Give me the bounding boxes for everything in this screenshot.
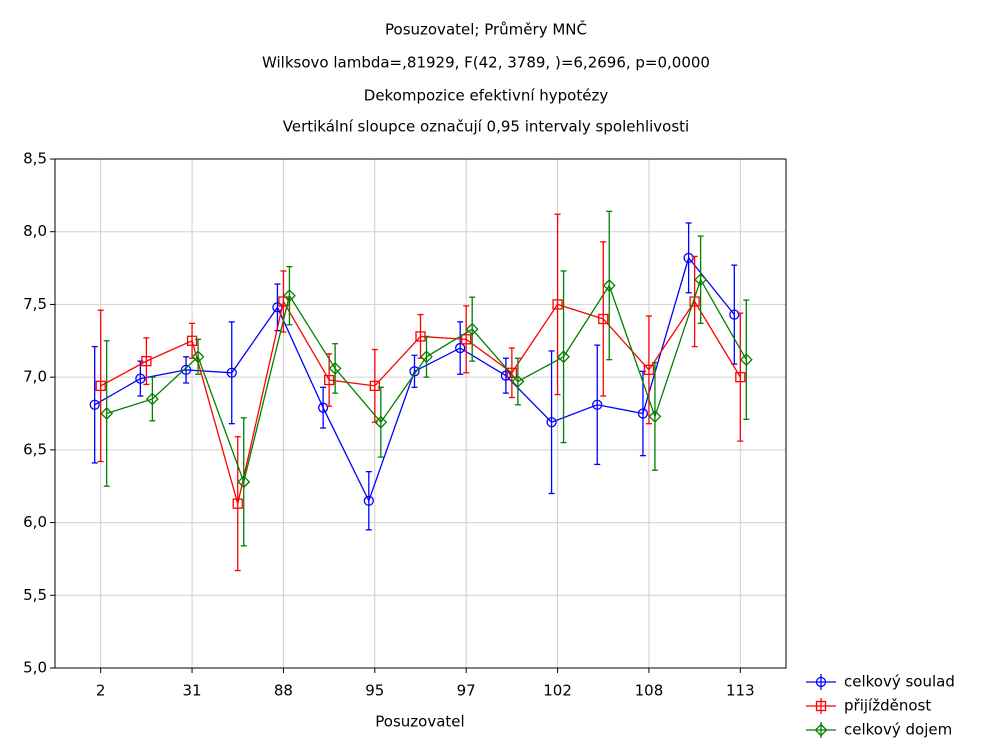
x-tick-label: 31 bbox=[183, 682, 202, 700]
chart-subtitle: Dekompozice efektivní hypotézy bbox=[364, 87, 609, 105]
legend-label: celkový soulad bbox=[844, 673, 955, 691]
y-tick-label: 7,0 bbox=[23, 368, 47, 386]
x-tick-label: 97 bbox=[457, 682, 476, 700]
x-axis-label: Posuzovatel bbox=[375, 713, 464, 731]
marker bbox=[739, 353, 753, 367]
marker bbox=[95, 380, 106, 392]
legend-marker bbox=[814, 723, 828, 737]
marker bbox=[180, 364, 192, 376]
marker bbox=[191, 350, 205, 364]
marker bbox=[592, 399, 603, 410]
marker bbox=[506, 367, 518, 378]
legend-marker bbox=[815, 700, 827, 712]
marker bbox=[420, 350, 433, 364]
marker bbox=[135, 373, 146, 384]
x-tick-label: 113 bbox=[726, 682, 755, 700]
marker bbox=[374, 415, 388, 429]
plot-frame bbox=[54, 158, 787, 669]
y-tick-label: 5,0 bbox=[23, 659, 47, 677]
legend-marker bbox=[815, 676, 827, 688]
marker bbox=[637, 408, 649, 419]
marker bbox=[232, 498, 243, 509]
legend-label: přijížděnost bbox=[844, 697, 931, 715]
y-tick-label: 6,0 bbox=[23, 513, 47, 531]
marker bbox=[323, 374, 335, 386]
marker bbox=[694, 273, 708, 287]
marker bbox=[552, 299, 563, 310]
x-tick-label: 88 bbox=[274, 682, 293, 700]
x-tick-label: 102 bbox=[543, 682, 572, 700]
marker bbox=[557, 350, 570, 364]
chart-subtitle: Wilksovo lambda=,81929, F(42, 3789, )=6,… bbox=[262, 54, 710, 72]
chart-subtitle: Vertikální sloupce označují 0,95 interva… bbox=[283, 118, 689, 136]
marker bbox=[363, 495, 374, 506]
marker bbox=[683, 252, 694, 264]
chart-title: Posuzovatel; Průměry MNČ bbox=[385, 20, 587, 39]
marker bbox=[328, 361, 342, 375]
marker bbox=[89, 399, 100, 410]
marker bbox=[100, 407, 114, 420]
x-tick-label: 108 bbox=[635, 682, 664, 700]
marker bbox=[461, 334, 472, 345]
y-tick-label: 8,0 bbox=[23, 222, 47, 240]
marker bbox=[226, 367, 237, 378]
plot-area bbox=[55, 159, 786, 668]
marker bbox=[643, 364, 655, 376]
marker bbox=[500, 370, 512, 381]
marker bbox=[186, 335, 198, 346]
marker bbox=[317, 402, 329, 413]
marker bbox=[409, 366, 420, 377]
x-tick-label: 95 bbox=[365, 682, 384, 700]
x-tick-label: 2 bbox=[96, 682, 106, 700]
legend-label: celkový dojem bbox=[844, 721, 952, 739]
marker bbox=[729, 309, 740, 320]
marker bbox=[511, 375, 525, 388]
marker bbox=[602, 279, 616, 292]
marker bbox=[369, 380, 380, 392]
marker bbox=[546, 417, 557, 428]
y-tick-label: 7,5 bbox=[23, 295, 47, 313]
y-tick-label: 8,5 bbox=[23, 150, 47, 168]
y-tick-label: 5,5 bbox=[23, 586, 47, 604]
marker bbox=[735, 371, 746, 383]
marker bbox=[141, 355, 152, 367]
marker bbox=[237, 475, 251, 489]
marker bbox=[648, 409, 662, 423]
marker bbox=[455, 342, 466, 354]
marker bbox=[465, 322, 479, 336]
marker bbox=[145, 392, 159, 406]
marker bbox=[598, 313, 609, 325]
title-block: Posuzovatel; Průměry MNČ Wilksovo lambda… bbox=[262, 20, 710, 136]
marker bbox=[283, 289, 296, 303]
y-tick-label: 6,5 bbox=[23, 440, 47, 458]
